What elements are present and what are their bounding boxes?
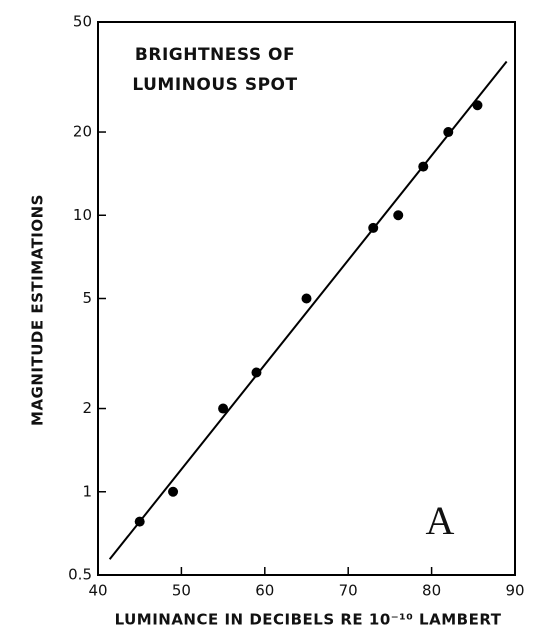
y-tick-label: 50: [73, 13, 92, 31]
x-tick-label: 70: [339, 582, 358, 600]
y-tick-label: 20: [73, 123, 92, 141]
y-axis-title: MAGNITUDE ESTIMATIONS: [29, 194, 47, 426]
x-tick-label: 50: [172, 582, 191, 600]
y-tick-label: 10: [73, 206, 92, 224]
x-tick-label: 60: [255, 582, 274, 600]
x-tick-label: 90: [505, 582, 524, 600]
annotation: BRIGHTNESS OF: [135, 45, 295, 65]
y-tick-label: 2: [82, 399, 92, 417]
data-point: [443, 127, 454, 138]
data-point: [134, 516, 145, 527]
y-tick-label: 5: [82, 289, 92, 307]
panel-label: A: [426, 498, 455, 543]
fit-line: [108, 60, 508, 560]
x-tick-label: 40: [88, 582, 107, 600]
x-tick-label: 80: [422, 582, 441, 600]
data-point: [393, 210, 404, 221]
data-point: [472, 100, 483, 111]
data-point: [368, 222, 379, 233]
data-point: [168, 486, 179, 497]
x-axis-title: LUMINANCE IN DECIBELS RE 10⁻¹⁰ LAMBERT: [115, 611, 502, 629]
data-point: [218, 403, 229, 414]
data-point: [251, 367, 262, 378]
y-tick-label: 0.5: [68, 566, 92, 584]
data-point: [301, 293, 312, 304]
y-tick-label: 1: [82, 482, 92, 500]
annotation: LUMINOUS SPOT: [132, 75, 297, 95]
data-point: [418, 161, 429, 172]
